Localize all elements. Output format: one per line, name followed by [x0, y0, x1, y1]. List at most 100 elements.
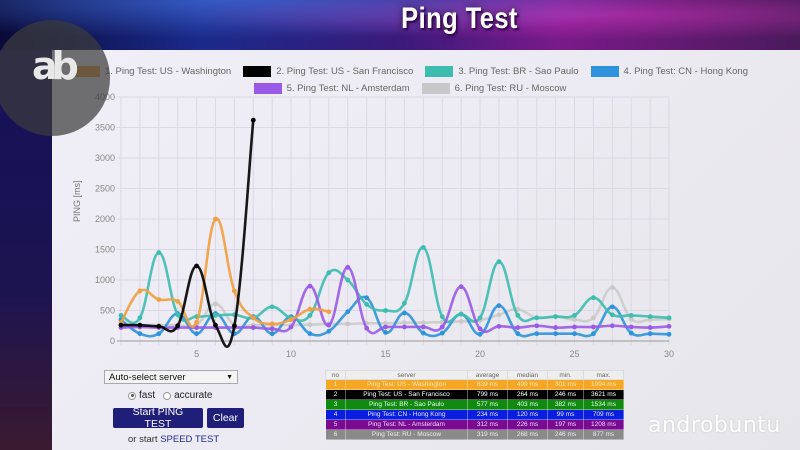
data-point[interactable]: [175, 298, 181, 304]
data-point[interactable]: [250, 325, 256, 330]
data-point[interactable]: [345, 264, 351, 270]
data-point[interactable]: [666, 315, 672, 321]
data-point[interactable]: [269, 321, 275, 327]
data-point[interactable]: [326, 328, 332, 334]
data-point[interactable]: [213, 322, 218, 328]
data-point[interactable]: [307, 331, 313, 337]
data-point[interactable]: [137, 315, 143, 321]
data-point[interactable]: [420, 320, 426, 326]
legend-item-moscow[interactable]: 6. Ping Test: RU - Moscow: [421, 83, 566, 94]
radio-checked-icon[interactable]: [128, 391, 136, 400]
data-point[interactable]: [288, 324, 294, 330]
data-point[interactable]: [439, 314, 445, 319]
data-point[interactable]: [364, 325, 370, 331]
data-point[interactable]: [364, 295, 370, 301]
data-point[interactable]: [477, 315, 483, 321]
data-point[interactable]: [194, 331, 199, 337]
data-point[interactable]: [326, 270, 332, 276]
data-point[interactable]: [647, 331, 653, 337]
data-point[interactable]: [213, 216, 218, 222]
data-point[interactable]: [439, 324, 445, 330]
data-point[interactable]: [628, 312, 634, 318]
data-point[interactable]: [647, 314, 653, 319]
data-point[interactable]: [288, 317, 294, 323]
data-point[interactable]: [609, 304, 615, 310]
data-point[interactable]: [307, 312, 313, 318]
data-point[interactable]: [628, 330, 634, 336]
data-point[interactable]: [458, 319, 464, 324]
data-point[interactable]: [591, 324, 596, 330]
data-point[interactable]: [307, 322, 313, 327]
data-point[interactable]: [231, 288, 237, 294]
data-point[interactable]: [118, 312, 124, 318]
start-ping-test-button[interactable]: Start PING TEST: [113, 406, 203, 430]
data-point[interactable]: [572, 331, 577, 337]
data-point[interactable]: [383, 330, 388, 335]
data-point[interactable]: [496, 323, 502, 329]
data-point[interactable]: [175, 323, 181, 329]
data-point[interactable]: [383, 308, 388, 313]
data-point[interactable]: [439, 330, 445, 336]
data-point[interactable]: [194, 263, 199, 269]
data-point[interactable]: [326, 322, 332, 328]
data-point[interactable]: [534, 315, 540, 321]
data-point[interactable]: [515, 312, 521, 318]
data-point[interactable]: [477, 326, 483, 332]
speed-test-link[interactable]: SPEED TEST: [160, 434, 220, 445]
data-point[interactable]: [345, 321, 351, 327]
data-point[interactable]: [666, 323, 672, 329]
data-point[interactable]: [534, 323, 540, 329]
legend-item-hong-kong[interactable]: 4. Ping Test: CN - Hong Kong: [590, 66, 748, 77]
data-point[interactable]: [269, 304, 275, 310]
data-point[interactable]: [231, 323, 237, 329]
data-point[interactable]: [250, 315, 256, 321]
data-point[interactable]: [572, 317, 577, 323]
data-point[interactable]: [420, 245, 426, 250]
data-point[interactable]: [496, 303, 502, 309]
data-point[interactable]: [213, 301, 218, 307]
data-point[interactable]: [609, 323, 615, 329]
data-point[interactable]: [307, 283, 313, 289]
data-point[interactable]: [609, 285, 615, 290]
data-point[interactable]: [307, 306, 313, 312]
data-point[interactable]: [591, 315, 596, 321]
data-point[interactable]: [250, 117, 256, 123]
data-point[interactable]: [628, 316, 634, 322]
data-point[interactable]: [628, 324, 634, 330]
data-point[interactable]: [515, 331, 521, 337]
legend-item-sao-paulo[interactable]: 3. Ping Test: BR - Sao Paulo: [425, 66, 579, 77]
server-select[interactable]: Auto-select server ▼: [104, 370, 238, 384]
data-point[interactable]: [194, 319, 199, 325]
data-point[interactable]: [666, 331, 672, 337]
data-point[interactable]: [383, 320, 388, 326]
data-point[interactable]: [175, 312, 181, 318]
data-point[interactable]: [420, 324, 426, 330]
data-point[interactable]: [572, 312, 577, 318]
data-point[interactable]: [553, 331, 559, 337]
data-point[interactable]: [647, 325, 653, 330]
clear-button[interactable]: Clear: [206, 408, 244, 428]
data-point[interactable]: [458, 284, 464, 290]
legend-item-san-francisco[interactable]: 2. Ping Test: US - San Francisco: [243, 66, 413, 77]
data-point[interactable]: [591, 295, 596, 301]
data-point[interactable]: [609, 312, 615, 318]
data-point[interactable]: [269, 331, 275, 337]
data-point[interactable]: [402, 320, 407, 326]
data-point[interactable]: [496, 312, 502, 318]
data-point[interactable]: [269, 326, 275, 332]
radio-fast[interactable]: fast: [128, 390, 155, 401]
data-point[interactable]: [345, 277, 351, 283]
data-point[interactable]: [458, 311, 464, 317]
data-point[interactable]: [137, 322, 143, 328]
data-point[interactable]: [496, 259, 502, 265]
data-point[interactable]: [156, 323, 162, 329]
data-point[interactable]: [118, 322, 124, 328]
data-point[interactable]: [402, 300, 407, 306]
data-point[interactable]: [383, 324, 388, 330]
data-point[interactable]: [591, 331, 596, 337]
data-point[interactable]: [364, 302, 370, 307]
data-point[interactable]: [213, 312, 218, 318]
data-point[interactable]: [156, 250, 162, 255]
radio-unchecked-icon[interactable]: [163, 391, 172, 400]
data-point[interactable]: [326, 309, 332, 315]
